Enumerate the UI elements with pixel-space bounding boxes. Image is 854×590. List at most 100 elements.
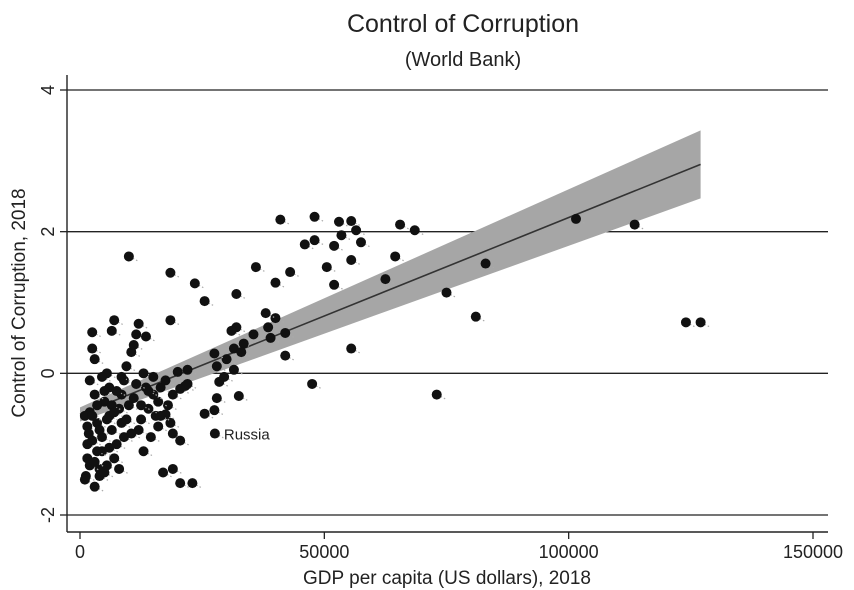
point-tail <box>100 452 108 457</box>
y-axis-title: Control of Corruption, 2018 <box>9 188 30 417</box>
point-tail <box>364 243 372 248</box>
point-tail <box>181 373 189 378</box>
data-point <box>280 350 291 361</box>
point-tail <box>135 353 142 358</box>
data-point <box>145 432 156 443</box>
point-tail <box>149 337 157 343</box>
point-tail <box>218 354 225 360</box>
data-point <box>270 277 281 288</box>
data-point <box>131 329 142 340</box>
point-tail <box>176 396 184 401</box>
data-point <box>148 371 159 382</box>
data-point <box>92 446 103 457</box>
x-tick-label: 50000 <box>299 542 349 562</box>
data-point <box>160 375 171 386</box>
data-point <box>123 251 134 262</box>
data-point <box>123 400 134 411</box>
point-tail <box>105 378 113 383</box>
point-tail <box>137 346 145 351</box>
data-point <box>167 389 178 400</box>
point-tail <box>100 424 108 429</box>
point-tail <box>479 318 487 323</box>
point-tail <box>176 435 184 440</box>
data-point <box>299 239 310 250</box>
data-point <box>162 400 173 411</box>
point-tail <box>288 357 296 362</box>
data-points <box>79 211 711 493</box>
data-point <box>158 467 169 478</box>
data-point <box>351 225 362 236</box>
data-point <box>355 237 366 248</box>
point-tail <box>389 280 396 285</box>
point-tail <box>117 321 125 326</box>
point-tail <box>108 392 115 397</box>
point-tail <box>89 477 97 482</box>
data-point <box>116 371 127 382</box>
point-tail <box>174 424 181 429</box>
point-tail <box>220 399 228 404</box>
point-tail <box>157 396 164 401</box>
point-tail <box>130 367 137 372</box>
data-point <box>175 383 186 394</box>
data-point <box>128 340 139 350</box>
point-tail <box>95 350 103 355</box>
data-point <box>209 405 220 416</box>
data-point <box>333 216 344 227</box>
data-point <box>153 421 164 432</box>
chart-subtitle: (World Bank) <box>405 49 521 71</box>
data-point <box>629 219 640 230</box>
data-point <box>336 230 347 241</box>
x-tick-label: 150000 <box>783 542 843 562</box>
point-tail <box>125 424 132 429</box>
data-point <box>182 378 193 389</box>
data-point <box>89 354 100 365</box>
point-tail <box>115 406 123 411</box>
data-point <box>329 240 340 251</box>
point-tail <box>135 435 142 440</box>
data-point <box>101 460 112 471</box>
point-tail <box>440 396 447 401</box>
data-point <box>104 442 115 453</box>
point-tail <box>308 245 316 250</box>
data-point <box>470 311 481 322</box>
data-point <box>87 435 98 446</box>
data-point <box>101 414 112 425</box>
data-point <box>138 446 149 457</box>
point-tail <box>103 477 110 482</box>
annotations: Russia <box>224 427 271 444</box>
data-point <box>390 251 401 262</box>
y-tick-label: -2 <box>38 507 58 523</box>
point-tail <box>183 390 191 395</box>
point-tail <box>183 484 191 489</box>
point-tail <box>93 466 101 471</box>
point-tail <box>161 403 169 408</box>
point-tail <box>235 332 242 337</box>
data-point <box>226 325 237 336</box>
y-axis-ticks: -2 0 2 4 <box>38 85 67 523</box>
point-tail <box>218 435 226 440</box>
data-point <box>250 262 261 273</box>
point-tail <box>144 406 152 411</box>
point-tail <box>196 484 203 489</box>
data-point <box>346 216 357 227</box>
point-tail <box>247 345 254 350</box>
point-tail <box>183 442 191 447</box>
point-tail <box>220 367 228 372</box>
data-point <box>133 318 144 329</box>
point-tail <box>142 431 149 436</box>
point-tail <box>132 406 140 411</box>
data-point <box>92 400 103 411</box>
point-tail <box>418 231 426 236</box>
data-point <box>131 378 142 389</box>
data-point <box>307 378 318 389</box>
point-tail <box>98 463 105 468</box>
data-point <box>431 389 442 400</box>
point-tail <box>240 295 247 300</box>
point-tail <box>257 335 264 340</box>
point-tail <box>122 410 130 415</box>
data-point <box>182 364 193 375</box>
point-tail <box>259 268 267 273</box>
point-tail <box>337 247 345 252</box>
point-tail <box>88 481 96 486</box>
